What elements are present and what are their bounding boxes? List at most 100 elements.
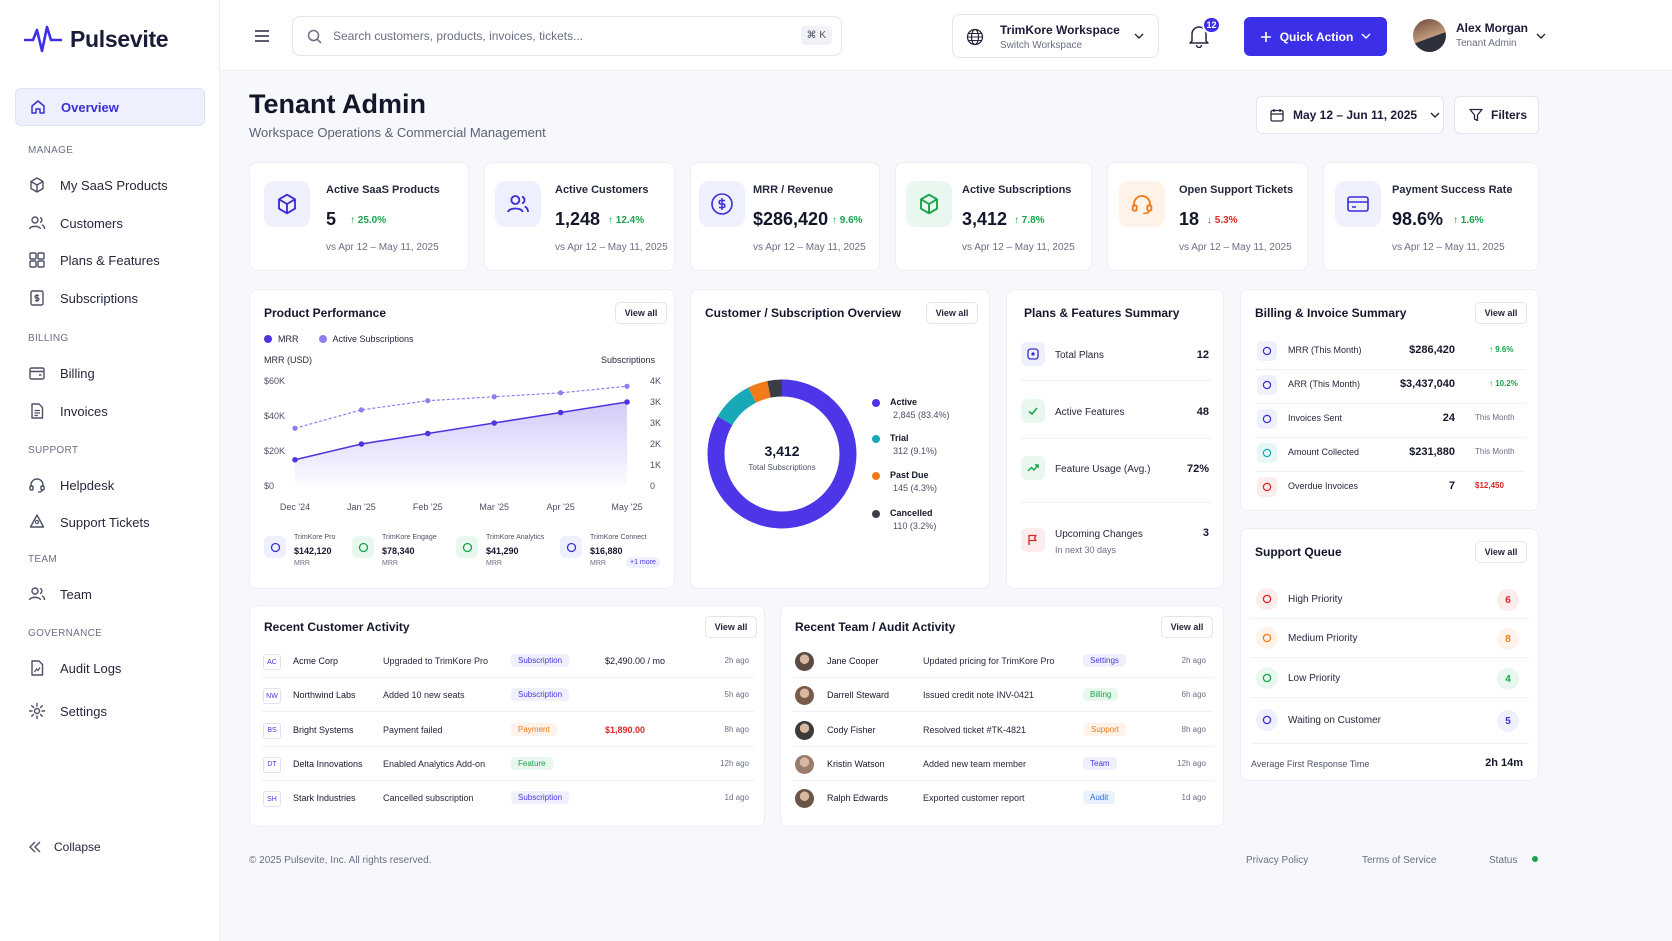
queue-row-label[interactable]: Waiting on Customer [1288,715,1381,726]
search-input[interactable] [333,29,773,43]
subs-point[interactable] [624,383,630,389]
view-all-button[interactable]: View all [926,302,978,324]
nav-section-governance: GOVERNANCE [28,628,103,639]
sidebar-item-products[interactable]: My SaaS Products [15,166,205,204]
sidebar-item-helpdesk[interactable]: Helpdesk [15,466,205,504]
avatar[interactable] [795,789,814,809]
more-products-link[interactable]: +1 more [626,557,660,568]
view-all-button[interactable]: View all [705,616,757,638]
avatar[interactable] [795,652,814,671]
queue-row-label[interactable]: High Priority [1288,594,1343,605]
mrr-point[interactable] [292,456,298,463]
kpi-card-products[interactable]: Active SaaS Products 5 ↑ 25.0% vs Apr 12… [249,162,469,271]
mrr-point[interactable] [491,420,497,426]
product-mrr: $16,880 [590,546,623,556]
activity-action: Enabled Analytics Add-on [383,758,486,769]
member-name[interactable]: Jane Cooper [827,656,879,666]
divider [1251,743,1529,744]
customer-name[interactable]: Delta Innovations [293,758,363,769]
kpi-icon-wrap [495,181,541,227]
mrr-point[interactable] [557,409,564,416]
customer-name[interactable]: Bright Systems [293,724,354,735]
view-all-button[interactable]: View all [615,302,667,324]
customer-name[interactable]: Stark Industries [293,793,356,804]
customer-name[interactable]: Acme Corp [293,656,339,666]
sidebar-item-customers[interactable]: Customers [15,204,205,242]
queue-row-label[interactable]: Medium Priority [1288,633,1358,644]
sidebar-item-audit-logs[interactable]: Audit Logs [15,649,205,687]
billing-row-icon-wrap [1257,375,1277,395]
subs-point[interactable] [491,394,497,400]
y2-tick-label: 4K [650,376,661,386]
view-all-button[interactable]: View all [1161,616,1213,638]
billing-row-icon-wrap [1257,341,1277,361]
member-name[interactable]: Kristin Watson [827,758,885,769]
queue-row-label[interactable]: Low Priority [1288,673,1341,684]
nav-section-support: SUPPORT [28,445,79,456]
product-unit: MRR [294,560,310,567]
subs-point[interactable] [558,390,564,396]
y-tick-label: $0 [264,481,274,491]
avatar[interactable] [795,686,814,706]
kpi-card-customers[interactable]: Active Customers 1,248 ↑ 12.4% vs Apr 12… [484,162,675,271]
card-title: Support Queue [1255,545,1342,559]
kpi-card-subscriptions[interactable]: Active Subscriptions 3,412 ↑ 7.8% vs Apr… [895,162,1092,271]
avatar[interactable] [1413,19,1446,52]
divider [1255,403,1525,404]
kpi-card-tickets[interactable]: Open Support Tickets 18 ↓ 5.3% vs Apr 12… [1107,162,1308,271]
sidebar-item-team[interactable]: Team [15,575,205,613]
user-name[interactable]: Alex Morgan [1456,21,1529,35]
sidebar-item-settings[interactable]: Settings [15,692,205,730]
footer-terms-link[interactable]: Terms of Service [1362,855,1437,866]
view-all-button[interactable]: View all [1475,541,1527,563]
subs-point[interactable] [292,425,298,431]
sidebar-item-overview[interactable]: Overview [15,88,205,126]
subs-point[interactable] [358,407,364,413]
member-name[interactable]: Cody Fisher [827,724,876,735]
workspace-switcher[interactable]: TrimKore Workspace Switch Workspace [952,14,1159,58]
kpi-sub: vs Apr 12 – May 11, 2025 [1392,242,1505,253]
quick-action-button[interactable]: Quick Action [1244,17,1387,56]
donut-slice-cancelled[interactable] [707,379,857,529]
plans-row-label: Upcoming Changes [1055,529,1143,540]
menu-toggle-button[interactable] [254,29,270,43]
sidebar-item-support-tickets[interactable]: Support Tickets [15,503,205,541]
users-icon [507,195,529,213]
collapse-button[interactable]: Collapse [28,840,101,854]
filters-button[interactable]: Filters [1454,96,1539,134]
member-name[interactable]: Ralph Edwards [827,793,889,804]
card-title: Plans & Features Summary [1024,306,1180,320]
sidebar-item-plans[interactable]: Plans & Features [15,241,205,279]
avatar[interactable] [795,720,814,740]
footer-privacy-link[interactable]: Privacy Policy [1246,855,1309,866]
sidebar-item-invoices[interactable]: Invoices [15,392,205,430]
sidebar-item-billing[interactable]: Billing [15,354,205,392]
billing-row-value: 7 [1448,480,1455,492]
user-menu-chevron-icon[interactable] [1536,33,1546,40]
mrr-point[interactable] [358,441,365,447]
view-all-button[interactable]: View all [1475,302,1527,324]
subs-point[interactable] [425,398,431,404]
chart-icon [462,542,472,552]
search-bar[interactable]: ⌘ K [292,16,842,56]
audit-time: 6h ago [1181,690,1206,700]
divider [1021,380,1211,381]
avatar[interactable] [795,754,814,774]
mrr-point[interactable] [624,399,630,405]
logo[interactable]: Pulsevite [24,24,169,54]
kpi-card-mrr[interactable]: MRR / Revenue $286,420 ↑ 9.6% vs Apr 12 … [690,162,880,271]
divider [1251,697,1529,698]
mrr-point[interactable] [425,430,431,437]
footer-status-link[interactable]: Status [1489,855,1518,866]
kpi-card-payment-rate[interactable]: Payment Success Rate 98.6% ↑ 1.6% vs Apr… [1323,162,1539,271]
legend-swatch [872,472,880,480]
customer-name[interactable]: Northwind Labs [293,690,356,701]
dollar-circle-icon [711,193,733,215]
sidebar-item-subscriptions[interactable]: Subscriptions [15,279,205,317]
avg-response-label: Average First Response Time [1251,759,1370,769]
quick-action-label: Quick Action [1279,29,1354,44]
date-range-picker[interactable]: May 12 – Jun 11, 2025 [1256,96,1444,134]
divider [262,711,754,713]
member-name[interactable]: Darrell Steward [827,690,890,701]
audit-tag: Audit [1083,791,1116,805]
